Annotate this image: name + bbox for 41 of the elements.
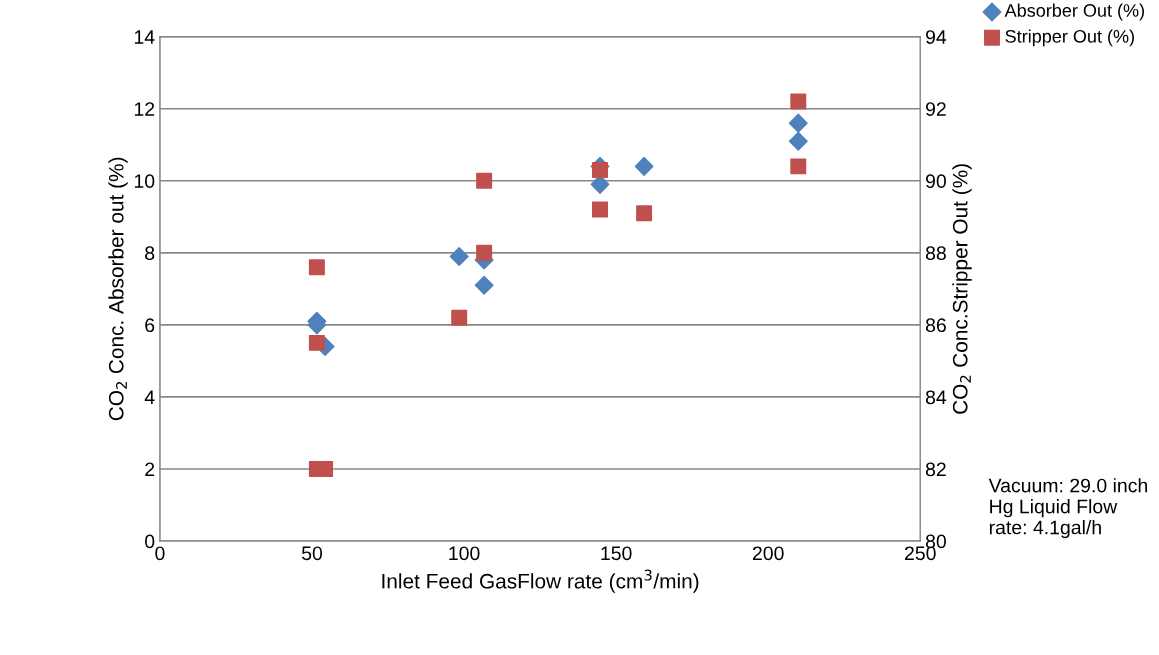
- text: Vacuum: 29.0 inch Hg Liquid Flow rate: 4.1gal/h: [988, 478, 1147, 539]
- x-tick-label: 50: [301, 546, 323, 561]
- y-tick-label: 10: [134, 174, 155, 189]
- x-tick-label: 150: [601, 546, 632, 561]
- x-axis-title: Inlet Feed GasFlow rate (cm$^{3}$/min): [382, 569, 699, 593]
- point: [476, 244, 493, 261]
- point: [592, 201, 608, 218]
- y-tick-label: 14: [134, 30, 155, 44]
- point: [636, 205, 653, 222]
- y-tick-label: 12: [134, 102, 155, 116]
- y2-tick-label: 94: [926, 30, 947, 44]
- y2-tick-label: 86: [925, 318, 946, 333]
- y-axis-title: CO$_{2}$ Conc. Absorber out (%): [108, 157, 128, 421]
- point: [788, 131, 808, 151]
- point: [788, 113, 808, 133]
- point: [790, 158, 807, 175]
- point: [634, 156, 654, 176]
- point: [790, 93, 807, 110]
- y2-tick-label: 88: [925, 246, 946, 261]
- y2-tick-label: 82: [925, 462, 946, 477]
- point: [451, 309, 468, 326]
- point: [474, 275, 494, 295]
- y2-tick-label: 84: [925, 390, 947, 405]
- y2-axis-title: CO$_{2}$ Conc.Stripper Out (%): [952, 164, 972, 414]
- point: [592, 161, 608, 178]
- y-tick-label: 8: [145, 246, 155, 261]
- point: [449, 246, 469, 266]
- y-tick-label: 0: [145, 534, 155, 549]
- x-tick-label: 200: [752, 546, 784, 561]
- y-tick-label: 2: [145, 462, 155, 477]
- point: [308, 334, 325, 351]
- legend-label: Absorber Out (%): [1004, 3, 1144, 21]
- y2-tick-label: 92: [926, 102, 946, 116]
- y2-tick-label: 90: [926, 174, 946, 189]
- x-tick-label: 100: [449, 546, 480, 561]
- point: [476, 172, 493, 189]
- y-tick-label: 6: [145, 318, 155, 333]
- point: [308, 259, 325, 276]
- legend-label: Stripper Out (%): [1005, 29, 1134, 47]
- y-tick-label: 4: [144, 390, 155, 404]
- x-tick-label: 0: [155, 546, 165, 561]
